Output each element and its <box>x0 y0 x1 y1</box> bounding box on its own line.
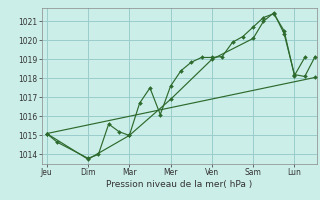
X-axis label: Pression niveau de la mer( hPa ): Pression niveau de la mer( hPa ) <box>106 180 252 189</box>
